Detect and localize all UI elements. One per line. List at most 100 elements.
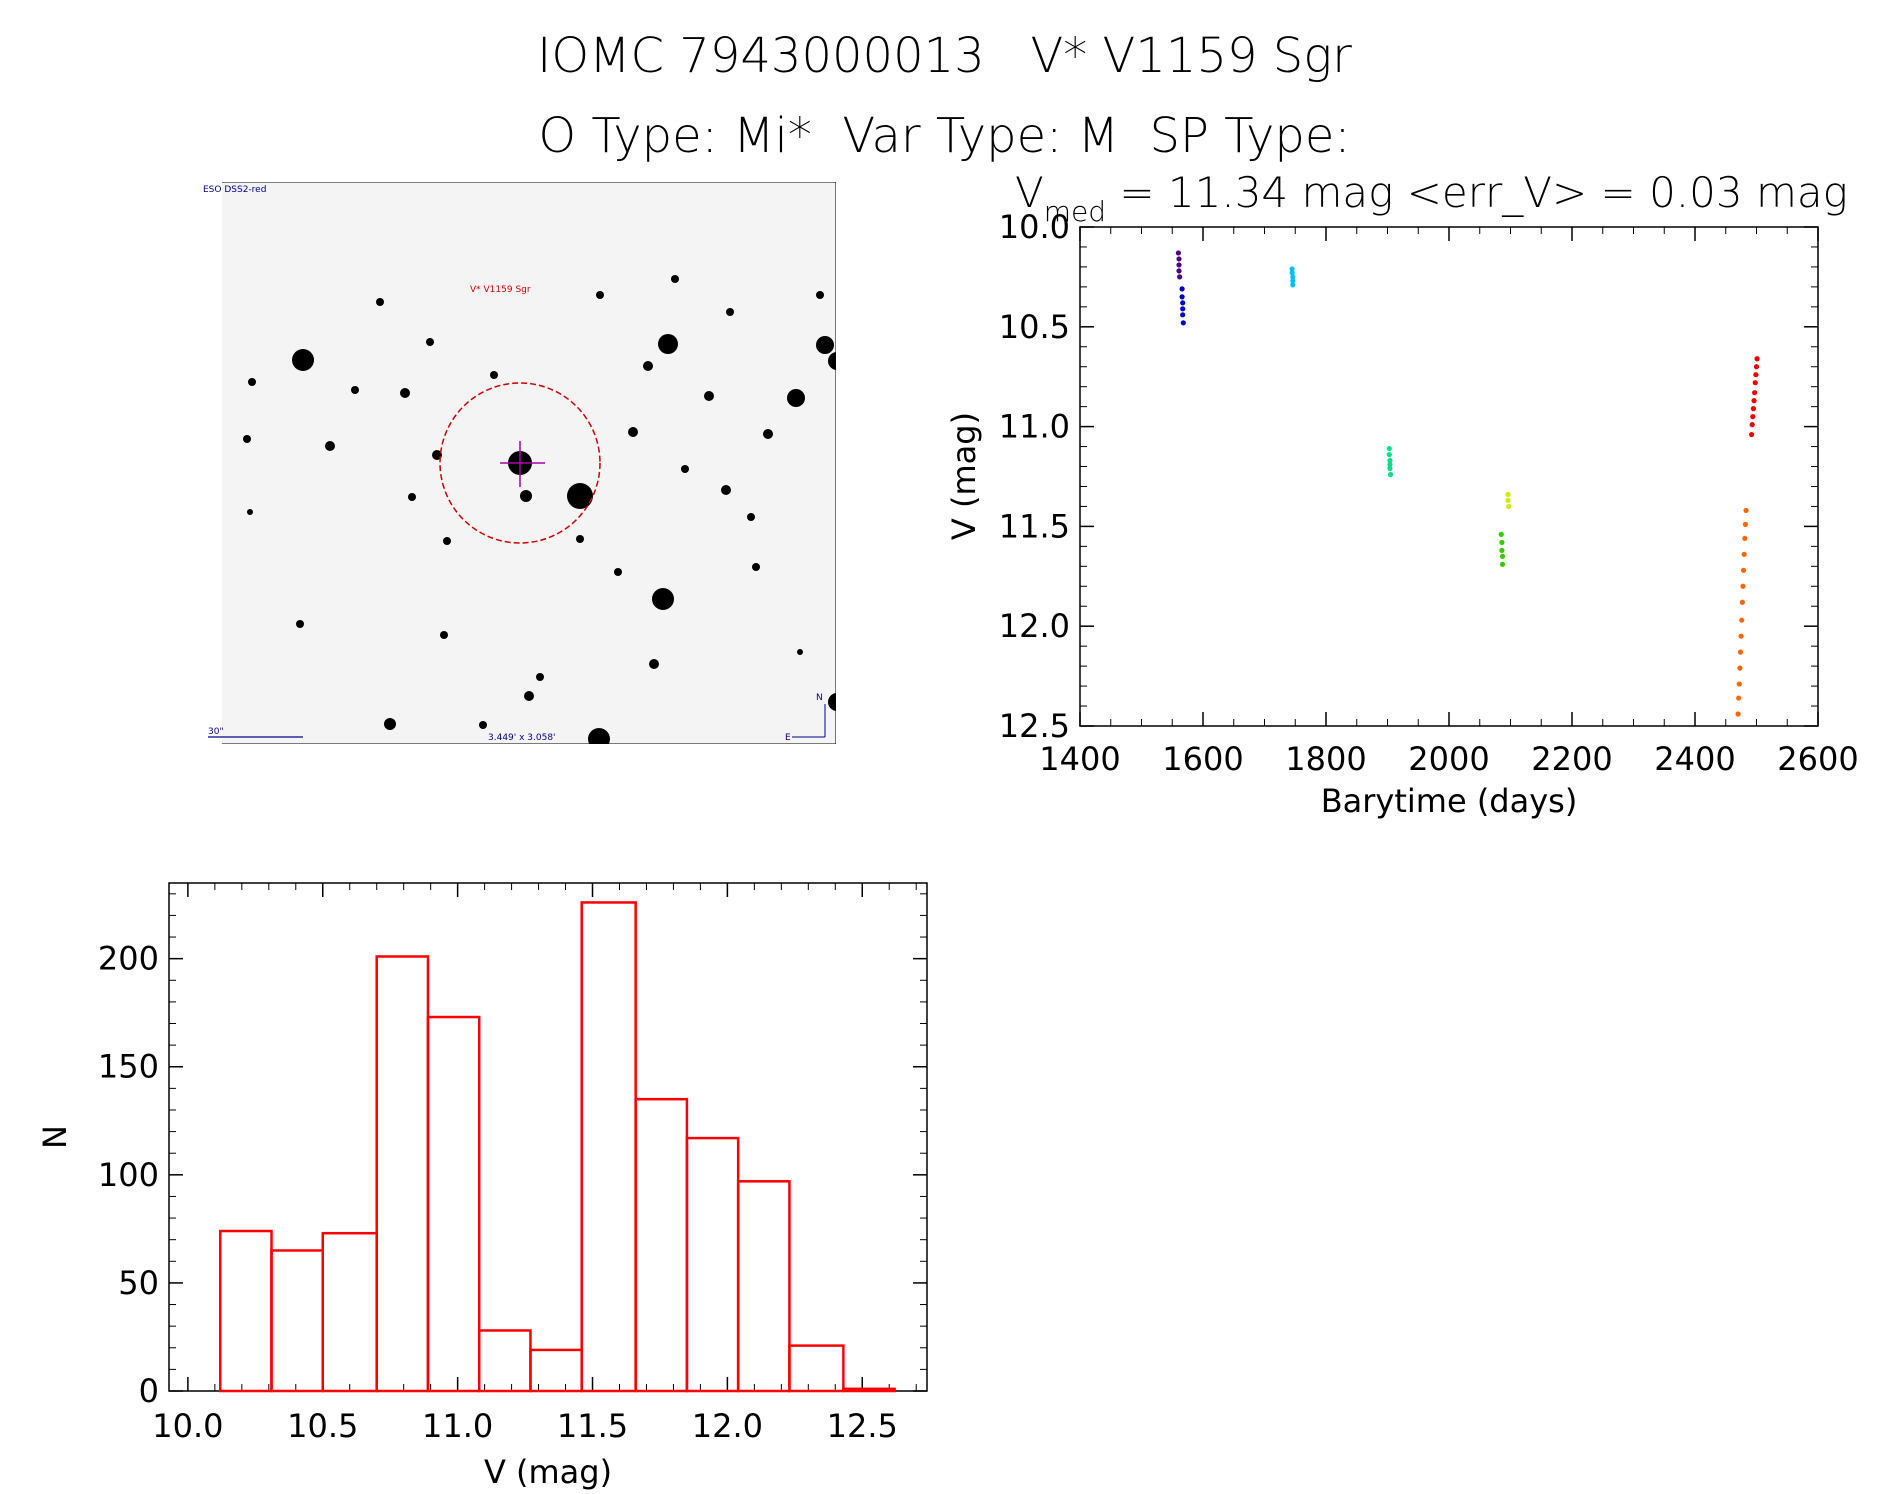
object-label: V* V1159 Sgr <box>470 285 531 295</box>
light-curve-point <box>1743 507 1749 514</box>
hist-x-tick-label: 11.5 <box>557 1407 628 1445</box>
histogram-bar <box>477 1329 532 1393</box>
sky-star <box>296 620 304 628</box>
y-tick-label: 11.5 <box>999 507 1070 545</box>
histogram-bar <box>580 901 637 1393</box>
sky-star <box>479 721 487 729</box>
x-tick-label: 2200 <box>1531 740 1612 778</box>
light-curve-point <box>1180 300 1186 306</box>
sky-star <box>628 427 638 437</box>
light-curve-point <box>1752 380 1758 386</box>
sky-star <box>816 336 834 354</box>
sky-finder-image: ESO DSS2-red V* V1159 Sgr 30" 3.449' x 3… <box>200 182 836 744</box>
light-curve-point <box>1751 398 1757 404</box>
light-curve-point <box>1754 356 1760 362</box>
light-curve-point <box>1180 312 1186 318</box>
light-curve-point <box>1289 270 1295 276</box>
sky-star <box>828 352 836 370</box>
sky-star <box>292 349 314 371</box>
x-tick-label: 1400 <box>1039 740 1120 778</box>
light-curve-point <box>1176 262 1182 268</box>
sky-star <box>520 490 532 502</box>
light-curve-chart: Vmed = 11.34 mag <err_V> = 0.03 mag 1400… <box>945 168 1859 820</box>
histogram-bar <box>685 1136 740 1393</box>
sky-star <box>567 483 593 509</box>
light-curve-point <box>1505 491 1511 498</box>
sky-star <box>588 728 610 744</box>
hist-y-tick-label: 200 <box>98 940 159 978</box>
sky-star <box>726 308 734 316</box>
x-tick-label: 1800 <box>1285 740 1366 778</box>
histogram-bar <box>426 1015 481 1393</box>
sky-star <box>376 298 384 306</box>
histogram-bar <box>219 1229 273 1393</box>
light-curve-point <box>1175 250 1181 256</box>
light-curve-frame <box>1079 226 1819 727</box>
hist-y-tick-label: 50 <box>118 1264 159 1302</box>
light-curve-ylabel: V (mag) <box>945 412 983 540</box>
light-curve-points <box>1175 250 1760 717</box>
light-curve-point <box>1177 274 1183 280</box>
light-curve-point <box>1387 461 1393 468</box>
sky-star <box>652 588 674 610</box>
light-curve-point <box>1742 535 1748 541</box>
y-tick-label: 10.0 <box>999 208 1070 246</box>
light-curve-point <box>1387 471 1394 478</box>
sky-star <box>816 291 824 299</box>
light-curve-point <box>1179 286 1185 292</box>
light-curve-point <box>1289 266 1295 272</box>
sky-star <box>408 493 416 501</box>
hist-y-tick-label: 0 <box>139 1372 159 1410</box>
sky-star <box>490 371 498 379</box>
light-curve-point <box>1738 633 1744 639</box>
magnitude-histogram: 10.0 10.5 11.0 11.5 12.0 12.5 0 50 100 150 200 V (… <box>36 882 928 1491</box>
x-tick-label: 2000 <box>1408 740 1489 778</box>
histogram-bars <box>219 901 896 1393</box>
light-curve-ticks: 1400 1600 1800 2000 2200 2400 2600 10.0 10.5 11.0… <box>999 208 1859 778</box>
sky-star <box>440 631 448 639</box>
sky-star <box>426 338 434 346</box>
sky-star <box>649 659 659 669</box>
light-curve-point <box>1499 561 1506 567</box>
light-curve-point <box>1752 390 1758 396</box>
compass-east-label: E <box>785 733 791 743</box>
histogram-bar <box>270 1249 325 1393</box>
light-curve-point <box>1736 681 1742 687</box>
light-curve-point <box>1290 278 1296 284</box>
sky-star <box>325 441 335 451</box>
x-tick-label: 2400 <box>1654 740 1735 778</box>
sky-star <box>614 568 622 576</box>
light-curve-point <box>1499 547 1505 553</box>
light-curve-point <box>1742 521 1749 528</box>
sky-star <box>596 291 604 299</box>
histogram-frame <box>168 882 928 1392</box>
light-curve-point <box>1180 320 1186 326</box>
sky-star <box>671 275 679 283</box>
sky-star <box>721 485 731 495</box>
light-curve-point <box>1290 282 1296 288</box>
hist-x-tick-label: 10.5 <box>287 1407 358 1445</box>
sky-star <box>747 513 755 521</box>
light-curve-point <box>1740 583 1746 589</box>
sky-star <box>247 509 253 515</box>
light-curve-point <box>1753 364 1760 370</box>
light-curve-point <box>1499 553 1506 559</box>
light-curve-xlabel: Barytime (days) <box>1321 782 1578 820</box>
sky-star <box>763 429 773 439</box>
sky-star <box>704 391 714 401</box>
histogram-ticks: 10.0 10.5 11.0 11.5 12.0 12.5 0 50 100 150 200 <box>98 883 927 1445</box>
sky-star <box>351 386 359 394</box>
light-curve-point <box>1737 665 1743 671</box>
hist-x-tick-label: 10.0 <box>152 1407 223 1445</box>
light-curve-point <box>1750 406 1757 412</box>
y-tick-label: 12.5 <box>999 707 1070 745</box>
light-curve-point <box>1505 497 1511 504</box>
figure-title-line2: O Type: Mi* Var Type: M SP Type: <box>538 108 1351 164</box>
title-v: V <box>1015 168 1044 217</box>
sky-star <box>384 718 396 730</box>
y-tick-label: 10.5 <box>999 308 1070 346</box>
light-curve-point <box>1741 551 1747 557</box>
histogram-bar <box>842 1387 896 1393</box>
fov-label: 3.449' x 3.058' <box>488 733 556 743</box>
light-curve-point <box>1735 711 1741 717</box>
